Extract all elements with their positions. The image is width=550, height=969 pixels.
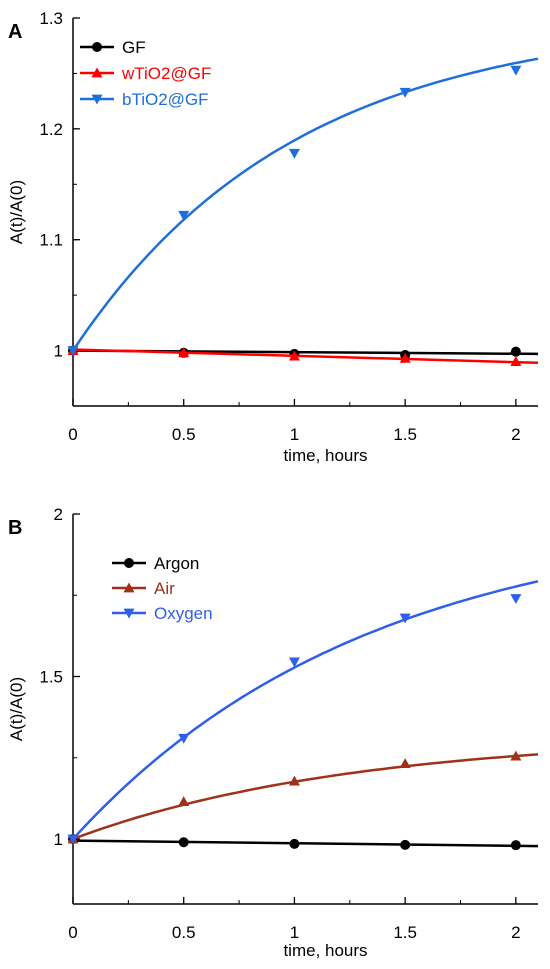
data-point — [178, 210, 190, 221]
x-tick-label: 1 — [290, 923, 299, 942]
legend-label: Oxygen — [154, 604, 213, 623]
legend-marker — [92, 42, 102, 52]
y-tick-label: 2 — [54, 505, 63, 524]
y-axis-title: A(t)/A(0) — [7, 677, 26, 741]
x-tick-label: 2 — [511, 425, 520, 444]
data-point — [510, 346, 521, 357]
y-tick-label: 1.3 — [39, 9, 63, 28]
data-point — [178, 837, 189, 848]
data-point — [289, 838, 300, 849]
legend-marker — [123, 582, 135, 593]
fit-line — [72, 753, 539, 841]
data-point — [510, 840, 521, 851]
series-air: Air — [67, 579, 539, 844]
series-wtio2-gf: wTiO2@GF — [67, 64, 539, 367]
legend-label: Argon — [154, 554, 199, 573]
legend-label: bTiO2@GF — [122, 90, 209, 109]
legend-marker — [124, 558, 134, 568]
x-axis-title: time, hours — [283, 941, 367, 960]
y-tick-label: 1 — [54, 830, 63, 849]
data-point — [288, 350, 300, 361]
series-gf: GF — [68, 38, 539, 361]
data-point — [288, 657, 300, 668]
data-point — [510, 750, 522, 761]
series-btio2-gf: bTiO2@GF — [67, 57, 539, 357]
panel-label: B — [8, 517, 22, 539]
y-tick-label: 1 — [54, 342, 63, 361]
legend-marker — [123, 608, 135, 619]
x-tick-label: 0.5 — [172, 923, 196, 942]
x-tick-label: 1 — [290, 425, 299, 444]
legend-marker — [91, 67, 103, 78]
data-point — [178, 347, 190, 358]
x-tick-label: 0 — [68, 923, 77, 942]
fit-line — [72, 839, 539, 848]
series-argon: Argon — [68, 554, 539, 851]
data-point — [399, 613, 411, 624]
data-point — [399, 352, 411, 363]
fit-line — [72, 580, 539, 840]
data-point — [178, 733, 190, 744]
data-point — [399, 758, 411, 768]
series-oxygen: Oxygen — [67, 580, 539, 845]
data-point — [399, 87, 411, 98]
data-point — [510, 356, 522, 367]
panel-label: A — [8, 21, 22, 43]
legend-label: wTiO2@GF — [121, 64, 211, 83]
data-point — [178, 796, 190, 807]
data-point — [510, 65, 522, 76]
fit-line — [72, 348, 539, 365]
x-tick-label: 0.5 — [172, 425, 196, 444]
data-point — [400, 839, 411, 850]
legend-marker — [91, 94, 103, 105]
fit-line — [71, 57, 539, 352]
data-point — [288, 148, 300, 159]
data-point — [67, 346, 79, 357]
x-tick-label: 0 — [68, 425, 77, 444]
data-point — [67, 834, 79, 845]
y-tick-label: 1.1 — [39, 231, 63, 250]
legend-label: Air — [154, 579, 175, 598]
y-axis-title: A(t)/A(0) — [7, 180, 26, 244]
x-tick-label: 1.5 — [393, 923, 417, 942]
y-tick-label: 1.5 — [39, 668, 63, 687]
x-axis-title: time, hours — [283, 446, 367, 465]
data-point — [510, 594, 522, 604]
x-tick-label: 2 — [511, 923, 520, 942]
data-point — [288, 775, 300, 786]
legend-label: GF — [122, 38, 146, 57]
x-tick-label: 1.5 — [393, 425, 417, 444]
y-tick-label: 1.2 — [39, 120, 63, 139]
